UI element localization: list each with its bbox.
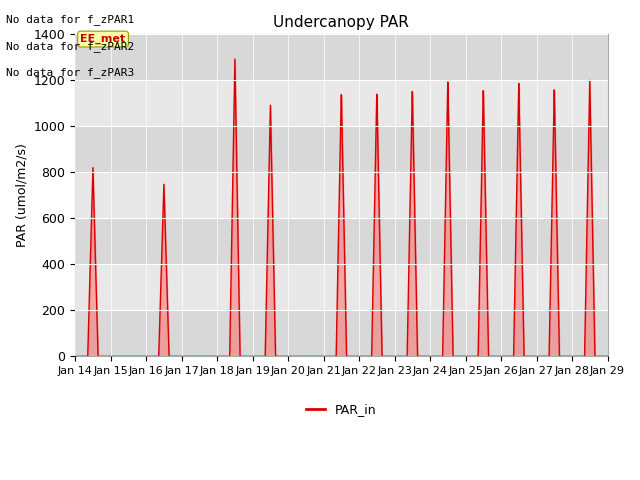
Bar <box>75 264 607 310</box>
Text: No data for f_zPAR1: No data for f_zPAR1 <box>6 14 134 25</box>
Bar <box>75 218 607 264</box>
Bar <box>75 310 607 356</box>
Y-axis label: PAR (umol/m2/s): PAR (umol/m2/s) <box>15 143 28 247</box>
Bar <box>75 34 607 80</box>
Bar <box>75 172 607 218</box>
Bar <box>75 126 607 172</box>
Text: EE_met: EE_met <box>81 34 125 44</box>
Bar <box>75 80 607 126</box>
Legend: PAR_in: PAR_in <box>301 398 381 421</box>
Text: No data for f_zPAR2: No data for f_zPAR2 <box>6 41 134 52</box>
Title: Undercanopy PAR: Undercanopy PAR <box>273 15 409 30</box>
Text: No data for f_zPAR3: No data for f_zPAR3 <box>6 67 134 78</box>
